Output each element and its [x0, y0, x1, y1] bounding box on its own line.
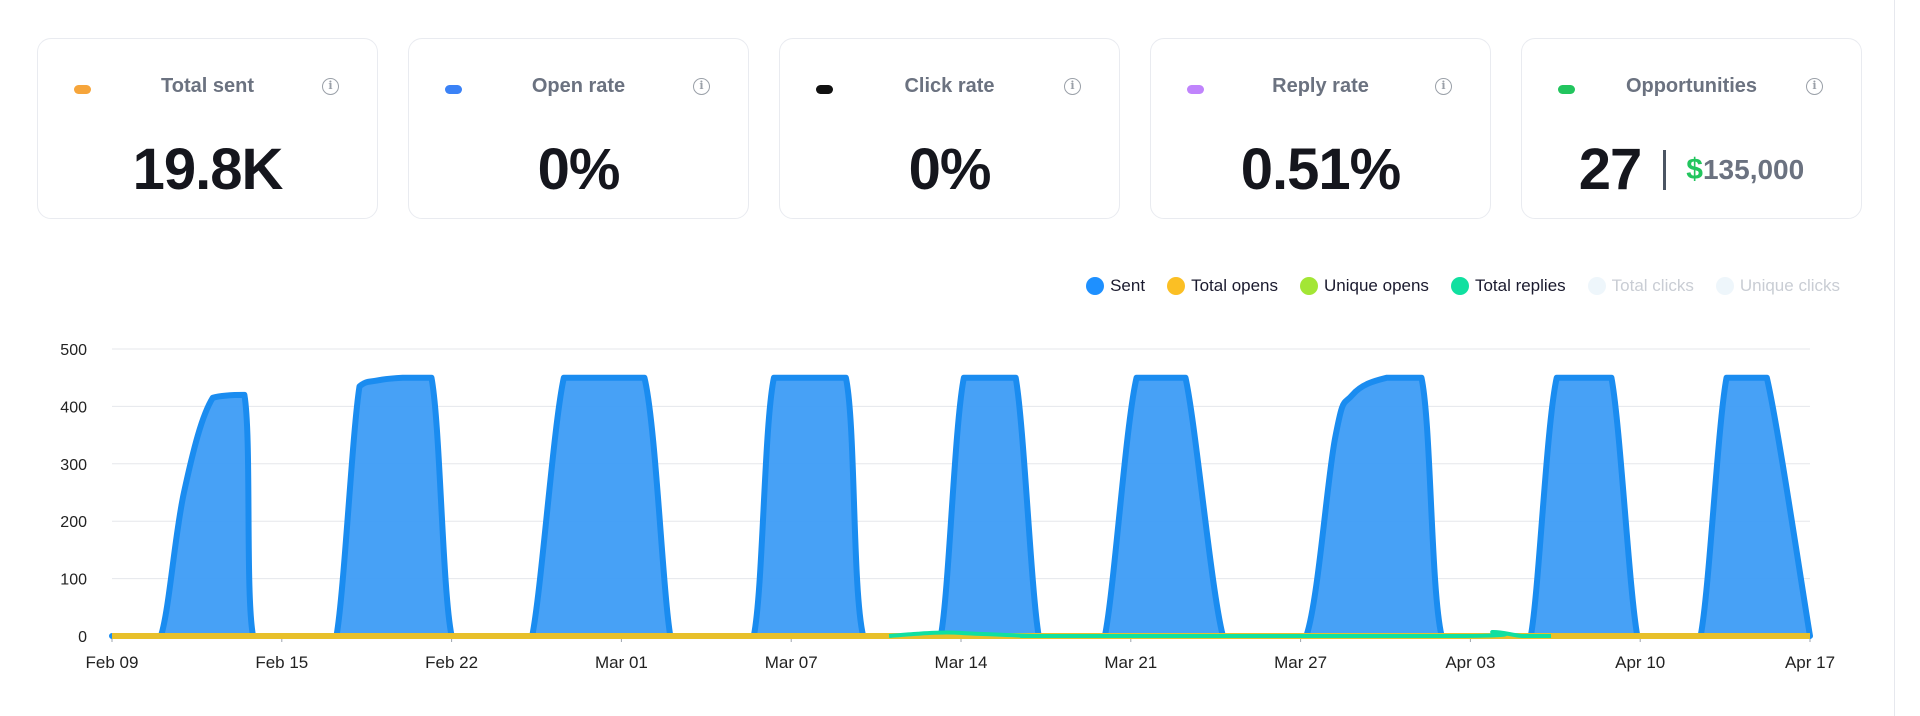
card-label: Click rate [904, 75, 995, 97]
info-icon[interactable]: i [1806, 78, 1823, 95]
legend-label: Unique opens [1324, 276, 1429, 295]
info-icon[interactable]: i [1435, 78, 1452, 95]
legend-item-unique-clicks[interactable]: Unique clicks [1715, 276, 1840, 296]
y-tick-label: 500 [60, 342, 87, 359]
legend-pill-icon [74, 85, 91, 94]
legend-item-total-replies[interactable]: Total replies [1450, 276, 1566, 296]
legend-dot-icon [1086, 277, 1105, 295]
series-line-total-replies [888, 629, 1551, 639]
legend-pill-icon [816, 85, 833, 94]
opportunities-amount: 135,000 [1702, 154, 1805, 185]
y-tick-label: 300 [60, 457, 87, 474]
info-icon[interactable]: i [1064, 78, 1081, 95]
y-tick-label: 100 [60, 572, 87, 589]
dollar-sign: $ [1686, 153, 1703, 186]
series-area-sent [112, 377, 1810, 636]
y-tick-label: 400 [60, 399, 87, 416]
legend-label: Total opens [1191, 276, 1279, 295]
card-label: Reply rate [1272, 75, 1369, 97]
legend-dot-icon [1450, 277, 1469, 295]
x-tick-label: Mar 01 [595, 653, 648, 672]
info-icon[interactable]: i [693, 78, 710, 95]
x-tick-label: Mar 07 [765, 653, 818, 672]
info-icon[interactable]: i [322, 78, 339, 95]
x-tick-label: Mar 14 [935, 653, 988, 672]
card-click-rate: Click rate i 0% [779, 38, 1120, 219]
x-tick-label: Apr 17 [1785, 653, 1835, 672]
legend-dot-icon [1300, 277, 1319, 295]
legend-dot-icon [1167, 277, 1186, 295]
stats-cards: Total sent i 19.8K Open rate i 0% Click … [37, 38, 1862, 219]
chart-legend: Sent Total opens Unique opens Total replies… [1086, 276, 1840, 296]
card-label: Total sent [161, 75, 254, 97]
legend-dot-icon [1715, 277, 1734, 295]
card-value: 27 $135,000 [1522, 135, 1861, 205]
legend-item-total-opens[interactable]: Total opens [1167, 276, 1278, 296]
x-tick-label: Feb 22 [425, 653, 478, 672]
right-divider [1894, 0, 1895, 716]
x-tick-label: Mar 27 [1274, 653, 1327, 672]
x-tick-label: Apr 03 [1445, 653, 1495, 672]
card-value: 0% [537, 137, 621, 202]
legend-item-total-clicks[interactable]: Total clicks [1587, 276, 1694, 296]
card-open-rate: Open rate i 0% [408, 38, 749, 219]
card-opportunities: Opportunities i 27 $135,000 [1521, 38, 1862, 219]
x-tick-label: Feb 09 [86, 653, 139, 672]
x-tick-label: Feb 15 [255, 653, 308, 672]
legend-dot-icon [1587, 277, 1606, 295]
legend-label: Unique clicks [1739, 276, 1840, 295]
card-reply-rate: Reply rate i 0.51% [1150, 38, 1491, 219]
card-value: 0% [908, 137, 992, 202]
series-line-sent [109, 374, 1813, 639]
card-total-sent: Total sent i 19.8K [37, 38, 378, 219]
opportunities-count: 27 [1578, 137, 1643, 202]
y-tick-label: 0 [78, 629, 87, 646]
legend-label: Total replies [1474, 276, 1566, 295]
legend-pill-icon [445, 85, 462, 94]
legend-pill-icon [1187, 85, 1204, 94]
opportunities-value: $135,000 [1686, 135, 1804, 205]
x-tick-label: Mar 21 [1104, 653, 1157, 672]
x-tick-label: Apr 10 [1615, 653, 1665, 672]
legend-label: Sent [1110, 276, 1146, 295]
legend-label: Total clicks [1611, 276, 1694, 295]
card-label: Opportunities [1625, 75, 1758, 97]
card-value: 19.8K [132, 137, 284, 202]
card-label: Open rate [531, 75, 626, 97]
value-separator [1663, 150, 1667, 190]
card-value: 0.51% [1240, 137, 1401, 202]
legend-pill-icon [1558, 85, 1575, 94]
legend-item-unique-opens[interactable]: Unique opens [1300, 276, 1429, 296]
legend-item-sent[interactable]: Sent [1086, 276, 1145, 296]
y-tick-label: 200 [60, 514, 87, 531]
